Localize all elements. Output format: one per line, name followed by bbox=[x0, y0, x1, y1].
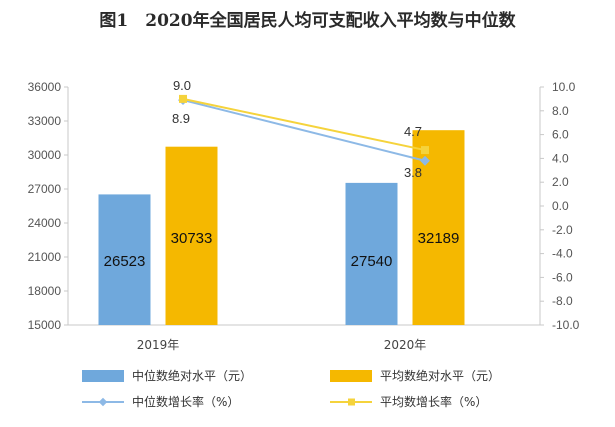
mean-growth-marker bbox=[421, 146, 429, 155]
median-growth-marker bbox=[420, 155, 430, 166]
legend-mean-bar-text: 平均数绝对水平（元） bbox=[380, 368, 500, 383]
legend-median-bar-text: 中位数绝对水平（元） bbox=[132, 368, 252, 383]
left-axis-tick-label: 27000 bbox=[28, 182, 62, 196]
left-axis-tick-label: 24000 bbox=[28, 216, 62, 230]
mean-bar bbox=[165, 146, 218, 325]
legend-mean-line-text: 平均数增长率（%） bbox=[380, 394, 487, 409]
right-axis-tick-label: 2.0 bbox=[552, 175, 569, 189]
legend-mean-line-marker bbox=[348, 398, 355, 406]
left-axis-tick-label: 15000 bbox=[28, 318, 62, 332]
chart-title: 图1 2020年全国居民人均可支配收入平均数与中位数 bbox=[99, 11, 516, 31]
left-axis-tick-label: 36000 bbox=[28, 80, 62, 94]
median-growth-label: 8.9 bbox=[172, 111, 190, 126]
mean-bar bbox=[412, 130, 465, 325]
right-axis-tick-label: -4.0 bbox=[552, 247, 573, 261]
median-bar-label: 27540 bbox=[351, 253, 393, 270]
mean-growth-label: 9.0 bbox=[173, 78, 191, 93]
median-bar-label: 26523 bbox=[104, 253, 146, 270]
right-axis-tick-label: -10.0 bbox=[552, 318, 580, 332]
median-bar bbox=[345, 182, 398, 325]
mean-growth-label: 4.7 bbox=[404, 124, 422, 139]
right-axis-tick-label: 6.0 bbox=[552, 128, 569, 142]
median-growth-line bbox=[182, 99, 426, 162]
left-axis-tick-label: 18000 bbox=[28, 284, 62, 298]
right-axis-tick-label: 8.0 bbox=[552, 104, 569, 118]
left-axis-tick-label: 33000 bbox=[28, 114, 62, 128]
right-axis-tick-label: 4.0 bbox=[552, 151, 569, 165]
category-label: 2019年 bbox=[137, 338, 180, 352]
mean-growth-marker bbox=[179, 94, 187, 103]
legend-mean-bar-swatch bbox=[330, 370, 372, 382]
right-axis-tick-label: 10.0 bbox=[552, 80, 576, 94]
legend-median-line-text: 中位数增长率（%） bbox=[132, 394, 239, 409]
left-axis-tick-label: 30000 bbox=[28, 148, 62, 162]
legend-median-line-marker bbox=[98, 397, 108, 407]
right-axis-tick-label: -8.0 bbox=[552, 294, 573, 308]
median-bar bbox=[98, 194, 151, 325]
mean-bar-label: 30733 bbox=[171, 230, 213, 247]
mean-bar-label: 32189 bbox=[418, 230, 460, 247]
legend-median-bar-swatch bbox=[82, 370, 124, 382]
right-axis-tick-label: -6.0 bbox=[552, 270, 573, 284]
right-axis-tick-label: 0.0 bbox=[552, 199, 569, 213]
right-axis-tick-label: -2.0 bbox=[552, 223, 573, 237]
category-label: 2020年 bbox=[384, 338, 427, 352]
median-growth-label: 3.8 bbox=[404, 165, 422, 180]
mean-growth-line bbox=[182, 97, 426, 152]
left-axis-tick-label: 21000 bbox=[28, 250, 62, 264]
